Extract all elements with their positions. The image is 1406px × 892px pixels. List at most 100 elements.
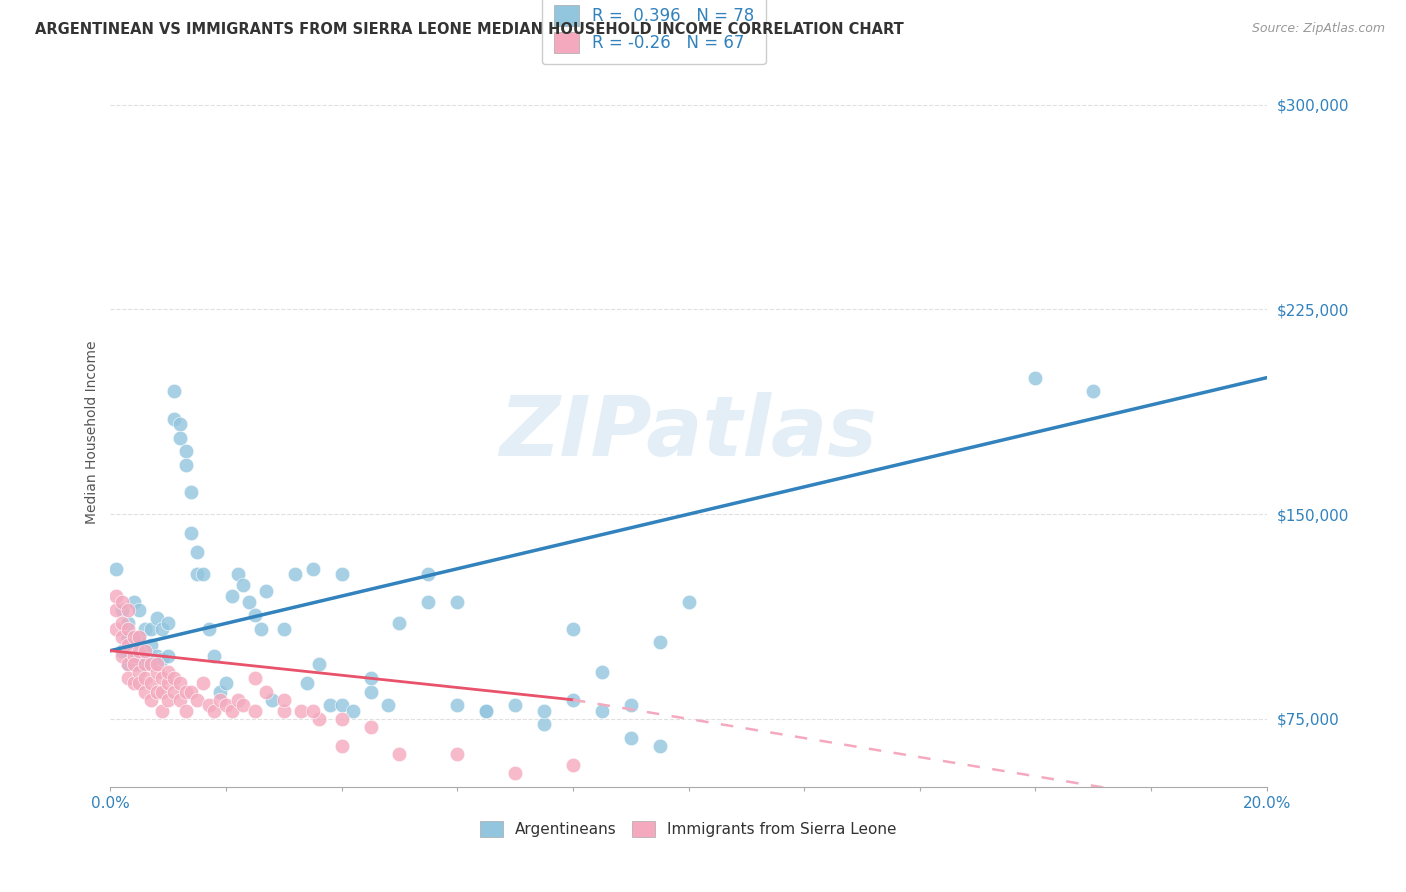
Point — [174, 458, 197, 472]
Point — [134, 622, 156, 636]
Point — [105, 622, 128, 636]
Point — [503, 766, 526, 780]
Point — [215, 676, 238, 690]
Point — [446, 594, 468, 608]
Point — [232, 698, 254, 713]
Text: ZIPatlas: ZIPatlas — [499, 392, 877, 473]
Point — [174, 444, 197, 458]
Point — [157, 693, 180, 707]
Point — [1083, 384, 1105, 399]
Point — [256, 684, 278, 698]
Point — [128, 657, 150, 672]
Point — [139, 638, 162, 652]
Point — [295, 676, 318, 690]
Point — [117, 603, 139, 617]
Point — [139, 657, 162, 672]
Point — [122, 594, 145, 608]
Point — [678, 594, 700, 608]
Point — [169, 693, 191, 707]
Point — [117, 616, 139, 631]
Point — [308, 657, 330, 672]
Point — [418, 594, 440, 608]
Point — [533, 717, 555, 731]
Point — [221, 704, 243, 718]
Point — [226, 567, 249, 582]
Point — [232, 578, 254, 592]
Point — [209, 693, 232, 707]
Point — [152, 652, 174, 666]
Point — [152, 704, 174, 718]
Point — [591, 665, 613, 680]
Point — [163, 384, 186, 399]
Point — [330, 739, 353, 754]
Point — [134, 657, 156, 672]
Point — [243, 704, 266, 718]
Point — [204, 649, 226, 664]
Point — [330, 698, 353, 713]
Point — [163, 684, 186, 698]
Point — [122, 630, 145, 644]
Point — [284, 567, 307, 582]
Point — [111, 616, 134, 631]
Point — [191, 676, 214, 690]
Point — [134, 671, 156, 685]
Point — [169, 676, 191, 690]
Point — [388, 616, 411, 631]
Point — [221, 589, 243, 603]
Point — [561, 693, 583, 707]
Point — [145, 611, 167, 625]
Point — [139, 622, 162, 636]
Point — [157, 649, 180, 664]
Point — [145, 649, 167, 664]
Point — [191, 567, 214, 582]
Point — [561, 758, 583, 772]
Point — [418, 567, 440, 582]
Point — [128, 665, 150, 680]
Point — [273, 704, 295, 718]
Point — [301, 562, 323, 576]
Point — [157, 665, 180, 680]
Point — [139, 693, 162, 707]
Point — [169, 431, 191, 445]
Point — [648, 635, 671, 649]
Point — [122, 649, 145, 664]
Point — [330, 567, 353, 582]
Point — [128, 676, 150, 690]
Point — [238, 594, 260, 608]
Point — [105, 562, 128, 576]
Point — [157, 616, 180, 631]
Point — [273, 622, 295, 636]
Legend: Argentineans, Immigrants from Sierra Leone: Argentineans, Immigrants from Sierra Leo… — [474, 815, 903, 843]
Point — [169, 417, 191, 431]
Text: ARGENTINEAN VS IMMIGRANTS FROM SIERRA LEONE MEDIAN HOUSEHOLD INCOME CORRELATION : ARGENTINEAN VS IMMIGRANTS FROM SIERRA LE… — [35, 22, 904, 37]
Point — [157, 676, 180, 690]
Point — [111, 649, 134, 664]
Point — [105, 589, 128, 603]
Point — [262, 693, 284, 707]
Point — [209, 684, 232, 698]
Point — [122, 657, 145, 672]
Point — [134, 643, 156, 657]
Point — [215, 698, 238, 713]
Point — [180, 684, 202, 698]
Point — [648, 739, 671, 754]
Point — [360, 671, 382, 685]
Point — [256, 583, 278, 598]
Point — [620, 698, 643, 713]
Point — [111, 594, 134, 608]
Point — [174, 684, 197, 698]
Point — [301, 704, 323, 718]
Point — [290, 704, 312, 718]
Point — [117, 622, 139, 636]
Point — [186, 693, 208, 707]
Point — [122, 643, 145, 657]
Point — [163, 671, 186, 685]
Point — [308, 712, 330, 726]
Point — [139, 676, 162, 690]
Point — [134, 684, 156, 698]
Point — [243, 608, 266, 623]
Point — [145, 684, 167, 698]
Point — [226, 693, 249, 707]
Point — [360, 684, 382, 698]
Point — [388, 747, 411, 762]
